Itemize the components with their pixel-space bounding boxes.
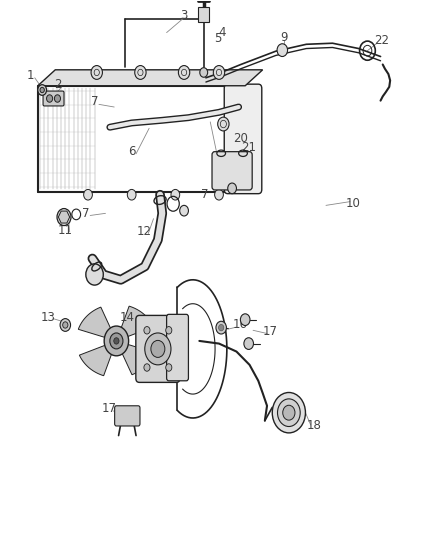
Circle shape: [178, 66, 190, 79]
Circle shape: [240, 314, 250, 326]
Text: 12: 12: [136, 225, 152, 238]
FancyBboxPatch shape: [136, 316, 180, 382]
Circle shape: [171, 189, 180, 200]
Circle shape: [114, 338, 119, 344]
Text: 4: 4: [219, 26, 226, 39]
FancyBboxPatch shape: [43, 91, 64, 106]
Polygon shape: [79, 345, 113, 376]
Circle shape: [144, 364, 150, 371]
Polygon shape: [78, 307, 112, 338]
Text: 18: 18: [307, 419, 321, 432]
FancyBboxPatch shape: [115, 406, 140, 426]
Circle shape: [283, 405, 295, 420]
Circle shape: [151, 341, 165, 358]
Bar: [198, 7, 209, 22]
Text: 21: 21: [241, 141, 256, 154]
Polygon shape: [58, 211, 70, 223]
Text: 5: 5: [215, 33, 222, 45]
Circle shape: [86, 264, 103, 285]
Circle shape: [244, 338, 254, 350]
Text: 3: 3: [180, 9, 188, 22]
Text: 11: 11: [58, 224, 73, 237]
Text: 10: 10: [346, 197, 361, 211]
Circle shape: [166, 364, 172, 371]
Circle shape: [200, 68, 208, 77]
Text: 8: 8: [233, 174, 240, 187]
Circle shape: [215, 189, 223, 200]
Circle shape: [180, 205, 188, 216]
Circle shape: [213, 66, 225, 79]
Circle shape: [135, 66, 146, 79]
Circle shape: [216, 321, 226, 334]
Circle shape: [219, 325, 224, 331]
Text: 22: 22: [374, 34, 389, 47]
Circle shape: [38, 85, 46, 95]
FancyBboxPatch shape: [166, 314, 188, 381]
FancyBboxPatch shape: [212, 152, 252, 190]
Text: 1: 1: [27, 69, 34, 82]
FancyBboxPatch shape: [224, 84, 262, 193]
Circle shape: [91, 66, 102, 79]
Circle shape: [228, 183, 237, 193]
Circle shape: [104, 326, 129, 356]
Circle shape: [144, 327, 150, 334]
Circle shape: [84, 189, 92, 200]
Circle shape: [166, 327, 172, 334]
Text: 7: 7: [91, 95, 98, 108]
Circle shape: [110, 333, 123, 349]
Text: 9: 9: [280, 31, 287, 44]
Circle shape: [57, 208, 71, 225]
Circle shape: [40, 87, 44, 93]
Circle shape: [46, 95, 53, 102]
Circle shape: [278, 399, 300, 426]
Text: 14: 14: [120, 311, 135, 324]
Text: 17: 17: [263, 325, 278, 338]
Text: 2: 2: [54, 78, 61, 91]
Circle shape: [272, 392, 305, 433]
Circle shape: [60, 212, 68, 222]
Circle shape: [60, 319, 71, 332]
Text: 16: 16: [233, 319, 247, 332]
Text: 13: 13: [40, 311, 55, 324]
Text: 15: 15: [170, 314, 185, 327]
Text: 17: 17: [102, 402, 117, 415]
Text: 6: 6: [128, 144, 135, 158]
Polygon shape: [38, 70, 263, 86]
Circle shape: [218, 117, 229, 131]
Text: 20: 20: [233, 132, 248, 146]
Text: 19: 19: [212, 159, 226, 172]
Text: 7: 7: [82, 207, 90, 220]
Text: 7: 7: [201, 188, 209, 201]
Polygon shape: [120, 344, 155, 375]
Circle shape: [127, 189, 136, 200]
Circle shape: [145, 333, 171, 365]
Circle shape: [277, 44, 288, 56]
Circle shape: [63, 322, 68, 328]
Polygon shape: [120, 306, 153, 337]
Circle shape: [54, 95, 60, 102]
